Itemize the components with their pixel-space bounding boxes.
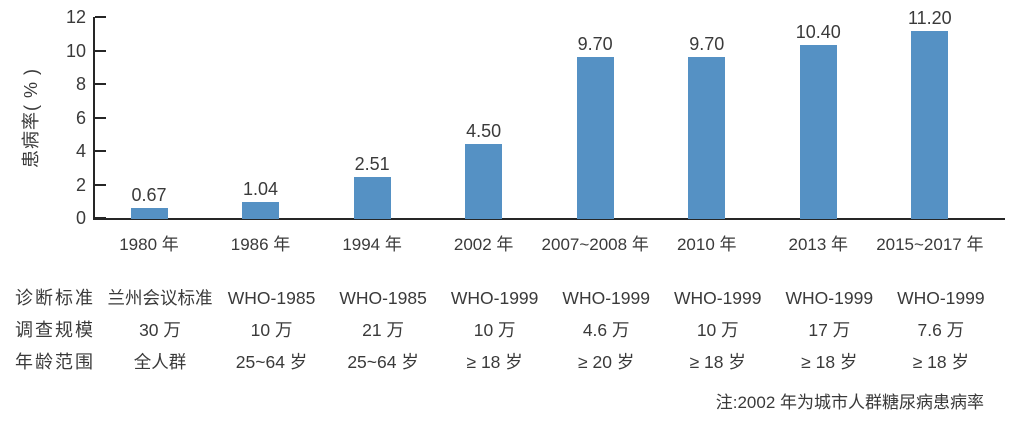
- bar-value-label: 10.40: [795, 21, 841, 42]
- bar: [242, 201, 280, 219]
- bar-value-label: 1.04: [243, 178, 279, 199]
- bar: [911, 31, 949, 219]
- y-tick-mark: [95, 183, 106, 186]
- table-cell: 10 万: [250, 320, 293, 340]
- table-cell: WHO-1999: [673, 288, 762, 308]
- table-row-header: 调查规模: [15, 320, 95, 340]
- table-cell: WHO-1999: [562, 288, 650, 308]
- y-tick-label: 12: [65, 7, 86, 27]
- table-cell: 21 万: [362, 320, 404, 340]
- x-axis-category-label: 2002 年: [453, 235, 514, 254]
- table-cell: 17 万: [808, 320, 851, 340]
- table-cell: 4.6 万: [582, 320, 630, 340]
- table-cell: WHO-1985: [339, 288, 427, 308]
- table-cell: ≥ 18 岁: [912, 352, 969, 372]
- table-row-header: 年龄范围: [15, 352, 95, 372]
- y-tick-label: 6: [75, 107, 86, 128]
- bar-value-label: 0.67: [131, 184, 167, 205]
- table-cell: 25~64 岁: [347, 352, 419, 372]
- table-cell: 全人群: [133, 352, 187, 372]
- y-tick-mark: [95, 150, 106, 152]
- table-cell: 25~64 岁: [235, 352, 308, 372]
- y-tick-mark: [95, 217, 106, 219]
- table-cell: WHO-1999: [785, 288, 874, 308]
- x-axis-category-label: 1980 年: [119, 235, 179, 254]
- y-tick-label: 0: [75, 208, 86, 228]
- y-tick-mark: [95, 16, 106, 18]
- x-axis-category-label: 1986 年: [230, 235, 291, 254]
- bar-value-label: 11.20: [907, 8, 952, 29]
- table-cell: WHO-1985: [227, 288, 316, 308]
- bar-value-label: 9.70: [577, 33, 613, 54]
- bar: [799, 44, 837, 219]
- footnote: 注:2002 年为城市人群糖尿病患病率: [715, 393, 984, 412]
- y-tick-mark: [95, 49, 106, 52]
- bar: [576, 56, 614, 219]
- bar: [465, 143, 503, 219]
- x-axis-category-label: 2015~2017 年: [876, 235, 984, 254]
- table-cell: 兰州会议标准: [107, 288, 213, 308]
- bar-value-label: 2.51: [354, 153, 390, 174]
- x-axis-category-label: 2010 年: [676, 235, 737, 254]
- table-cell: 10 万: [696, 320, 739, 340]
- x-axis-category-label: 2007~2008 年: [541, 235, 649, 254]
- bar-value-label: 9.70: [689, 33, 725, 54]
- table-cell: 30 万: [139, 320, 181, 340]
- bar-value-label: 4.50: [466, 120, 502, 141]
- table-cell: ≥ 18 岁: [466, 352, 523, 372]
- table-cell: WHO-1999: [897, 288, 985, 308]
- y-tick-label: 10: [65, 40, 86, 61]
- table-cell: ≥ 20 岁: [578, 352, 635, 372]
- y-axis-line: [93, 17, 95, 220]
- y-tick-mark: [95, 83, 106, 85]
- bar: [688, 56, 726, 219]
- table-cell: WHO-1999: [450, 288, 539, 308]
- y-tick-label: 8: [75, 74, 86, 94]
- x-axis-category-label: 1994 年: [342, 235, 402, 254]
- bar: [353, 176, 391, 219]
- y-tick-label: 2: [75, 174, 86, 195]
- table-row-header: 诊断标准: [15, 288, 95, 308]
- table-cell: 10 万: [473, 320, 516, 340]
- x-axis-category-label: 2013 年: [788, 235, 849, 254]
- x-axis-line: [93, 218, 1005, 220]
- y-tick-mark: [95, 116, 106, 119]
- table-cell: 7.6 万: [917, 320, 965, 340]
- bar: [130, 207, 168, 219]
- table-cell: ≥ 18 岁: [689, 352, 746, 372]
- y-axis-title: 患病率( % ): [21, 68, 41, 168]
- table-cell: ≥ 18 岁: [801, 352, 858, 372]
- y-tick-label: 4: [75, 141, 86, 161]
